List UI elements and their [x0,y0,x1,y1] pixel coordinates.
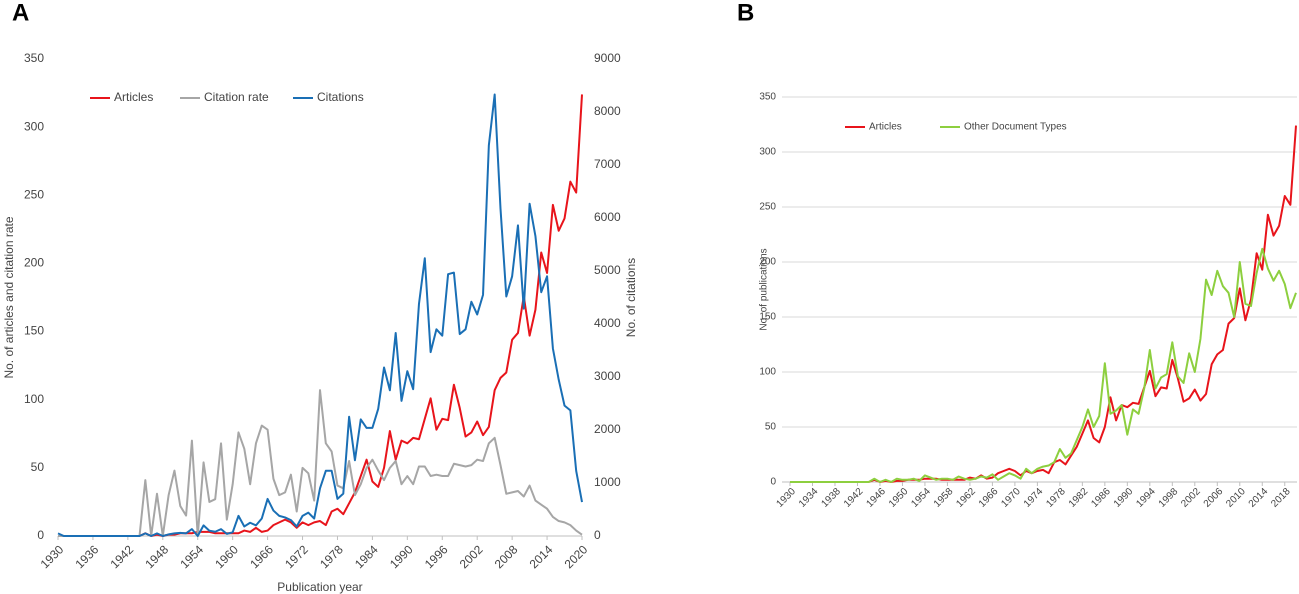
legend-label: Citation rate [204,90,269,104]
x-tick-label: 2008 [492,542,521,571]
x-tick-label: 1966 [977,486,1001,510]
y2-axis-label: No. of citations [624,258,638,337]
y-tick-label: 350 [759,92,776,103]
x-tick-label: 2002 [1179,486,1203,510]
y2-tick-label: 6000 [594,210,621,224]
series-line [58,94,583,537]
series-line [790,125,1297,483]
y-axis-label: No. of articles and citation rate [2,216,16,378]
y-tick-label: 0 [37,528,44,542]
y-tick-label: 300 [759,147,776,158]
x-tick-label: 1954 [909,486,933,510]
x-tick-label: 1930 [38,542,67,571]
y2-tick-label: 1000 [594,475,621,489]
y-tick-label: 200 [24,256,44,270]
x-tick-label: 1998 [1157,486,1181,510]
y2-tick-label: 4000 [594,316,621,330]
y-tick-label: 200 [759,257,776,268]
x-tick-label: 1958 [932,486,956,510]
x-tick-label: 2014 [527,542,556,571]
x-tick-label: 1990 [387,542,416,571]
x-tick-label: 1982 [1067,486,1091,510]
y-tick-label: 100 [759,367,776,378]
x-tick-label: 1954 [177,542,206,571]
y2-tick-label: 3000 [594,369,621,383]
legend-label: Articles [869,122,902,133]
series-line [58,389,583,537]
y2-tick-label: 2000 [594,422,621,436]
y2-tick-label: 0 [594,528,601,542]
legend-label: Other Document Types [964,122,1067,133]
x-tick-label: 1984 [352,542,381,571]
x-axis-label: Publication year [277,580,362,594]
legend-label: Citations [317,90,364,104]
x-tick-label: 1970 [999,486,1023,510]
x-tick-label: 2020 [562,542,591,571]
y-tick-label: 100 [24,392,44,406]
x-tick-label: 2018 [1269,486,1293,510]
x-tick-label: 1974 [1022,486,1046,510]
panel-label: B [737,0,754,26]
y-tick-label: 350 [24,51,44,65]
y-tick-label: 250 [24,187,44,201]
x-tick-label: 1978 [1044,486,1068,510]
y2-tick-label: 8000 [594,104,621,118]
x-tick-label: 1936 [73,542,102,571]
y-tick-label: 50 [31,460,45,474]
x-tick-label: 1938 [819,486,843,510]
x-tick-label: 2014 [1247,486,1271,510]
x-tick-label: 1930 [774,486,798,510]
x-tick-label: 2002 [457,542,486,571]
x-tick-label: 1986 [1089,486,1113,510]
y-tick-label: 250 [759,202,776,213]
x-tick-label: 1962 [954,486,978,510]
y-tick-label: 0 [770,477,776,488]
x-tick-label: 1978 [317,542,346,571]
x-tick-label: 1966 [247,542,276,571]
panel-label: A [12,0,29,26]
x-tick-label: 1942 [842,486,866,510]
x-tick-label: 1950 [887,486,911,510]
x-tick-label: 1948 [142,542,171,571]
y-tick-label: 150 [759,312,776,323]
x-tick-label: 1972 [282,542,311,571]
y-tick-label: 50 [765,422,777,433]
y-axis-label: No. of publications [759,248,770,330]
x-tick-label: 1942 [107,542,136,571]
y2-tick-label: 5000 [594,263,621,277]
x-tick-label: 1994 [1134,486,1158,510]
y-tick-label: 150 [24,324,44,338]
y-tick-label: 300 [24,119,44,133]
x-tick-label: 2010 [1224,486,1248,510]
x-tick-label: 1946 [864,486,888,510]
series-line [790,247,1297,483]
legend-label: Articles [114,90,153,104]
x-tick-label: 1934 [797,486,821,510]
x-tick-label: 2006 [1202,486,1226,510]
y2-tick-label: 9000 [594,51,621,65]
x-tick-label: 1960 [212,542,241,571]
x-tick-label: 1996 [422,542,451,571]
series-line [57,93,583,537]
x-tick-label: 1990 [1112,486,1136,510]
y2-tick-label: 7000 [594,157,621,171]
